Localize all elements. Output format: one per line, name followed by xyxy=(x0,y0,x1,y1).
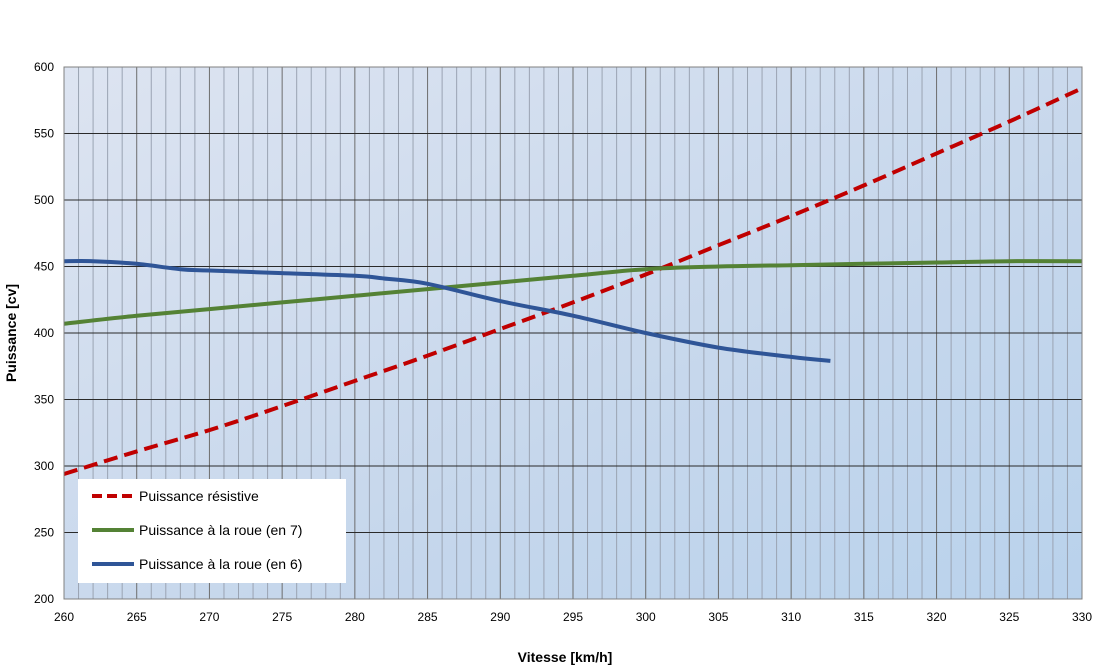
plot-border xyxy=(63,66,1083,600)
x-tick-label: 280 xyxy=(345,610,365,624)
x-tick-label: 320 xyxy=(927,610,947,624)
y-tick-label: 350 xyxy=(34,393,54,407)
x-tick-label: 260 xyxy=(54,610,74,624)
y-tick-label: 600 xyxy=(34,60,54,74)
y-tick-label: 300 xyxy=(34,459,54,473)
x-tick-label: 285 xyxy=(418,610,438,624)
x-tick-label: 315 xyxy=(854,610,874,624)
x-tick-label: 325 xyxy=(999,610,1019,624)
y-tick-label: 250 xyxy=(34,526,54,540)
y-tick-label: 550 xyxy=(34,127,54,141)
legend-label: Puissance à la roue (en 6) xyxy=(139,556,302,572)
y-tick-label: 400 xyxy=(34,326,54,340)
series-layer xyxy=(63,86,1083,476)
x-tick-label: 275 xyxy=(272,610,292,624)
x-tick-label: 270 xyxy=(199,610,219,624)
x-tick-label: 300 xyxy=(636,610,656,624)
x-tick-label: 290 xyxy=(490,610,510,624)
y-tick-label: 450 xyxy=(34,260,54,274)
y-tick-label: 500 xyxy=(34,193,54,207)
series-line-roue-en-7 xyxy=(63,259,1083,326)
x-tick-label: 330 xyxy=(1072,610,1092,624)
y-axis-title: Puissance [cv] xyxy=(3,284,19,382)
x-tick-label: 305 xyxy=(708,610,728,624)
tick-labels: 260 265 270 275 280 285 290 295 300 305 310 315 320 3… xyxy=(34,60,1092,624)
y-tick-label: 200 xyxy=(34,592,54,606)
legend-label: Puissance à la roue (en 7) xyxy=(139,522,302,538)
x-tick-label: 295 xyxy=(563,610,583,624)
x-tick-label: 265 xyxy=(127,610,147,624)
x-axis-title: Vitesse [km/h] xyxy=(518,649,613,665)
legend-label: Puissance résistive xyxy=(139,488,259,504)
legend: Puissance résistive Puissance à la roue (… xyxy=(78,479,346,583)
x-tick-label: 310 xyxy=(781,610,801,624)
series-line-roue-en-6 xyxy=(63,258,831,363)
series-line-puissance-resistive xyxy=(63,86,1083,476)
